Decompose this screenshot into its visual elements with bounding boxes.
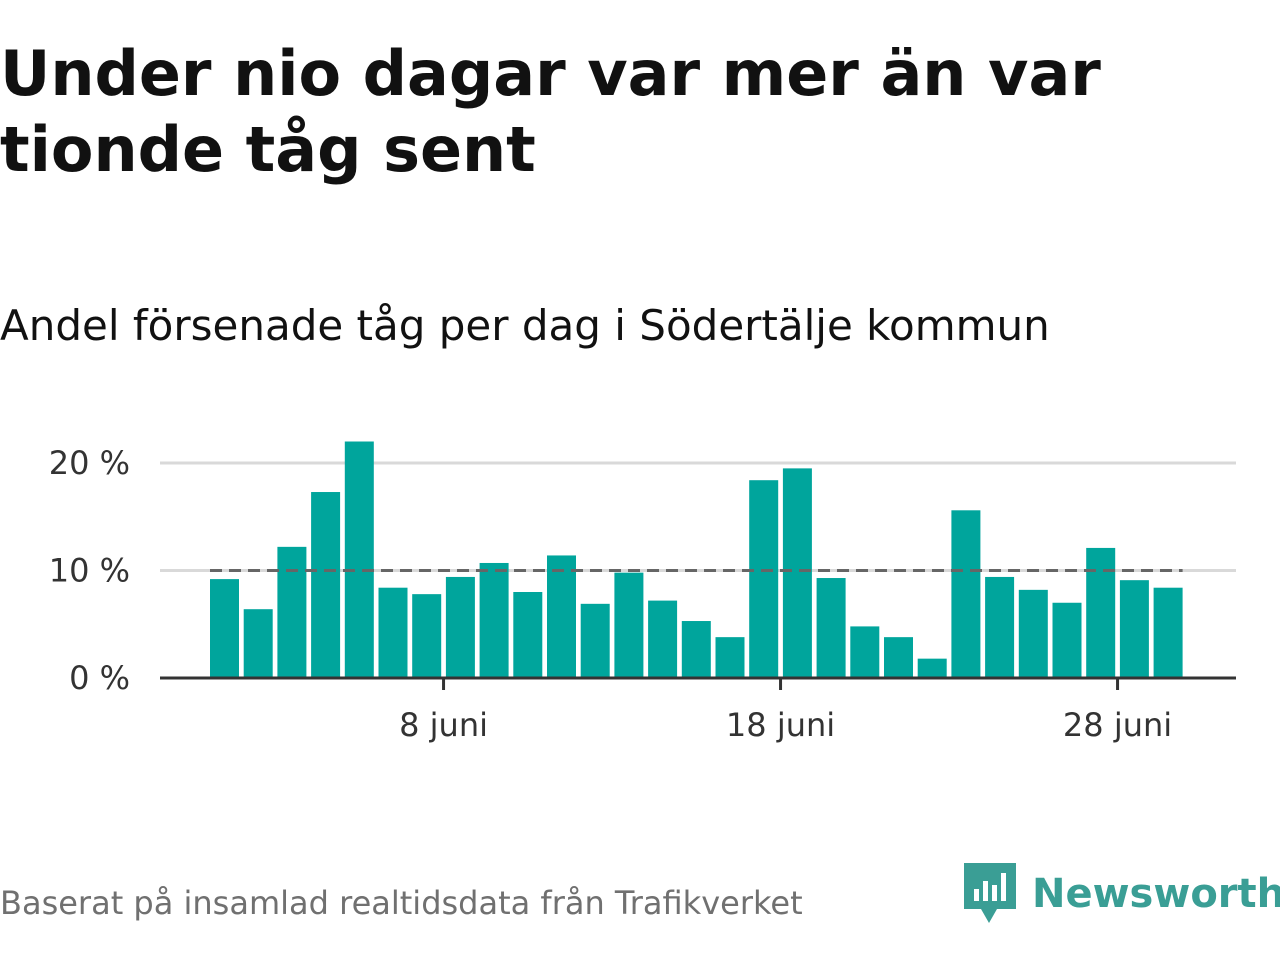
bar bbox=[1086, 547, 1116, 678]
bar bbox=[513, 592, 543, 678]
y-tick-label: 0 % bbox=[69, 659, 130, 697]
bar bbox=[277, 546, 307, 678]
bar bbox=[782, 468, 812, 678]
y-tick-label: 10 % bbox=[49, 552, 130, 590]
bar bbox=[412, 594, 442, 678]
bar-chart: 0 % 10 % 20 % 8 juni 18 juni 28 juni bbox=[49, 441, 1236, 744]
bar bbox=[614, 572, 644, 678]
bar bbox=[479, 562, 509, 678]
bar bbox=[985, 576, 1015, 678]
bar bbox=[1018, 589, 1048, 678]
bar bbox=[884, 637, 913, 678]
brand-name: Newsworthy bbox=[1032, 871, 1280, 917]
bar bbox=[445, 576, 475, 678]
x-tick-label: 8 juni bbox=[399, 706, 488, 744]
bar bbox=[1052, 602, 1082, 678]
bar bbox=[210, 579, 239, 678]
chart-title: Under nio dagar var mer än var tionde tå… bbox=[0, 37, 1101, 186]
bar bbox=[715, 637, 745, 678]
bar bbox=[648, 600, 678, 678]
bar bbox=[749, 480, 779, 678]
bar bbox=[816, 578, 846, 678]
x-tick-label: 18 juni bbox=[726, 706, 835, 744]
chart-subtitle: Andel försenade tåg per dag i Södertälje… bbox=[0, 301, 1050, 350]
bar bbox=[850, 626, 880, 678]
bar bbox=[311, 492, 341, 678]
y-tick-label: 20 % bbox=[49, 444, 130, 482]
bar bbox=[547, 555, 576, 678]
x-axis-ticks: 8 juni 18 juni 28 juni bbox=[399, 678, 1172, 744]
bar bbox=[681, 621, 711, 678]
newsworthy-logo-icon bbox=[964, 863, 1016, 923]
x-tick-label: 28 juni bbox=[1063, 706, 1172, 744]
bar bbox=[243, 609, 273, 678]
brand-logo: Newsworthy bbox=[964, 862, 1280, 926]
bar bbox=[580, 603, 610, 678]
y-axis-ticks: 0 % 10 % 20 % bbox=[49, 444, 130, 697]
bar bbox=[1153, 587, 1183, 678]
bars bbox=[210, 441, 1183, 678]
bar bbox=[1119, 580, 1149, 678]
bar bbox=[951, 510, 981, 678]
source-note: Baserat på insamlad realtidsdata från Tr… bbox=[0, 884, 803, 922]
bar bbox=[917, 658, 947, 678]
bar bbox=[378, 587, 408, 678]
bar bbox=[344, 441, 374, 678]
